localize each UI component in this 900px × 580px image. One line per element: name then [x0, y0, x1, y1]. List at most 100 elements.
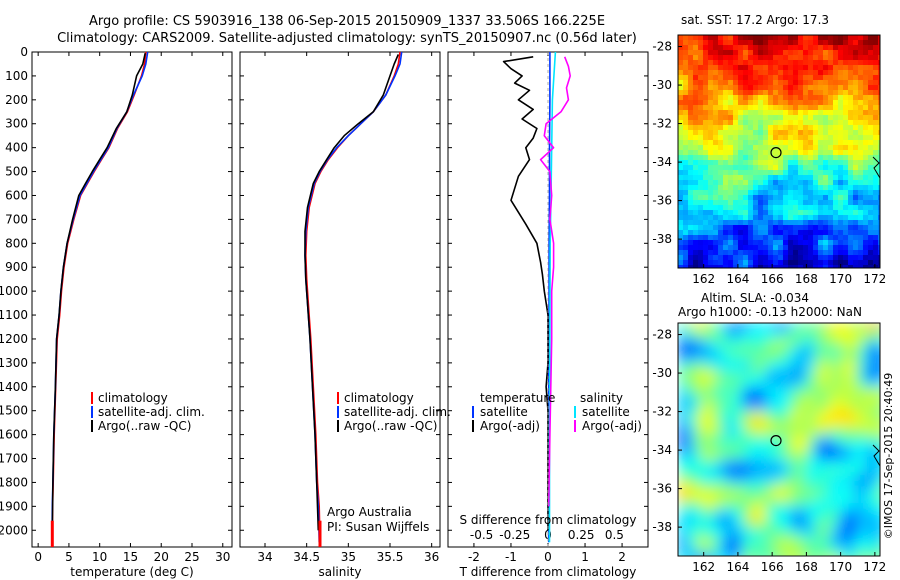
- heatmap-cell: [783, 220, 789, 226]
- heatmap-cell: [703, 140, 709, 146]
- map-x-tick-label: 164: [726, 272, 749, 286]
- heatmap-cell: [833, 90, 839, 96]
- heatmap-cell: [858, 60, 864, 66]
- heatmap-cell: [683, 35, 689, 41]
- heatmap-cell: [698, 165, 704, 171]
- heatmap-cell: [863, 110, 869, 116]
- heatmap-cell: [853, 140, 859, 146]
- heatmap-cell: [713, 85, 719, 91]
- heatmap-cell: [798, 411, 807, 420]
- heatmap-cell: [863, 170, 869, 176]
- heatmap-cell: [763, 255, 769, 261]
- heatmap-cell: [793, 90, 799, 96]
- heatmap-cell: [838, 35, 844, 41]
- heatmap-cell: [678, 547, 687, 556]
- heatmap-cell: [688, 85, 694, 91]
- heatmap-cell: [873, 60, 879, 66]
- heatmap-cell: [782, 531, 791, 540]
- heatmap-cell: [728, 145, 734, 151]
- map-y-tick-label: -36: [652, 194, 672, 208]
- heatmap-cell: [766, 531, 775, 540]
- heatmap-cell: [763, 165, 769, 171]
- heatmap-cell: [783, 60, 789, 66]
- heatmap-cell: [728, 230, 734, 236]
- heatmap-cell: [838, 105, 844, 111]
- heatmap-cell: [723, 155, 729, 161]
- heatmap-cell: [738, 265, 744, 268]
- heatmap-cell: [698, 190, 704, 196]
- heatmap-cell: [838, 451, 847, 460]
- heatmap-cell: [870, 387, 879, 396]
- heatmap-cell: [858, 80, 864, 86]
- heatmap-cell: [702, 355, 711, 364]
- heatmap-cell: [873, 90, 879, 96]
- heatmap-cell: [753, 105, 759, 111]
- heatmap-cell: [793, 160, 799, 166]
- heatmap-cell: [778, 65, 784, 71]
- heatmap-cell: [686, 339, 695, 348]
- heatmap-cell: [823, 175, 829, 181]
- heatmap-cell: [738, 100, 744, 106]
- heatmap-cell: [833, 140, 839, 146]
- heatmap-cell: [798, 60, 804, 66]
- heatmap-cell: [738, 95, 744, 101]
- heatmap-cell: [683, 220, 689, 226]
- heatmap-cell: [854, 443, 863, 452]
- heatmap-cell: [738, 120, 744, 126]
- heatmap-cell: [693, 185, 699, 191]
- heatmap-cell: [783, 105, 789, 111]
- heatmap-cell: [723, 85, 729, 91]
- heatmap-cell: [818, 215, 824, 221]
- heatmap-cell: [713, 195, 719, 201]
- heatmap-cell: [806, 331, 815, 340]
- heatmap-cell: [723, 140, 729, 146]
- coastline-mark: [872, 156, 881, 179]
- heatmap-cell: [808, 155, 814, 161]
- heatmap-cell: [828, 65, 834, 71]
- heatmap-cell: [742, 467, 751, 476]
- heatmap-cell: [718, 523, 727, 532]
- heatmap-cell: [702, 435, 711, 444]
- heatmap-cell: [848, 185, 854, 191]
- heatmap-cell: [768, 265, 774, 268]
- heatmap-cell: [698, 220, 704, 226]
- heatmap-cell: [808, 185, 814, 191]
- heatmap-cell: [728, 135, 734, 141]
- heatmap-cell: [783, 225, 789, 231]
- heatmap-cell: [694, 419, 703, 428]
- heatmap-cell: [803, 200, 809, 206]
- heatmap-cell: [698, 200, 704, 206]
- heatmap-cell: [803, 40, 809, 46]
- heatmap-cell: [742, 419, 751, 428]
- heatmap-cell: [838, 150, 844, 156]
- heatmap-cell: [858, 105, 864, 111]
- heatmap-cell: [753, 155, 759, 161]
- heatmap-cell: [733, 170, 739, 176]
- heatmap-cell: [878, 323, 880, 332]
- heatmap-cell: [843, 260, 849, 266]
- heatmap-cell: [846, 435, 855, 444]
- heatmap-cell: [873, 155, 879, 161]
- heatmap-cell: [813, 165, 819, 171]
- heatmap-cell: [743, 65, 749, 71]
- heatmap-cell: [743, 40, 749, 46]
- map-x-tick-label: 170: [829, 272, 852, 286]
- heatmap-cell: [818, 120, 824, 126]
- heatmap-cell: [733, 60, 739, 66]
- heatmap-cell: [813, 205, 819, 211]
- heatmap-cell: [693, 70, 699, 76]
- heatmap-cell: [743, 195, 749, 201]
- depth-tick-label: 300: [5, 117, 28, 131]
- heatmap-cell: [753, 240, 759, 246]
- heatmap-cell: [753, 80, 759, 86]
- heatmap-cell: [788, 175, 794, 181]
- heatmap-cell: [698, 180, 704, 186]
- map-y-tick-label: -30: [652, 366, 672, 380]
- heatmap-cell: [748, 200, 754, 206]
- heatmap-cell: [813, 85, 819, 91]
- heatmap-cell: [862, 443, 871, 452]
- heatmap-cell: [830, 515, 839, 524]
- heatmap-cell: [703, 165, 709, 171]
- heatmap-cell: [688, 125, 694, 131]
- heatmap-cell: [734, 339, 743, 348]
